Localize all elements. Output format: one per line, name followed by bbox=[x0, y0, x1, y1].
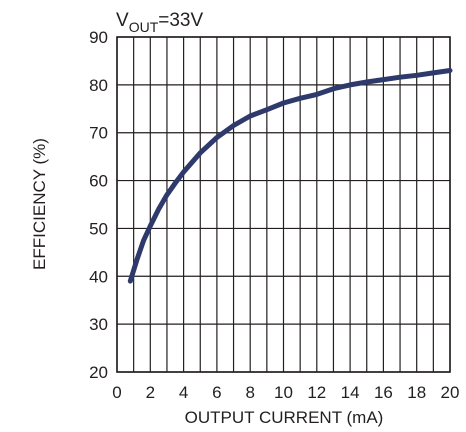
chart-grid bbox=[116, 36, 451, 373]
y-tick-label: 20 bbox=[89, 363, 108, 382]
y-axis-label: EFFICIENCY (%) bbox=[30, 138, 49, 270]
y-tick-label: 50 bbox=[89, 219, 108, 238]
x-tick-label: 10 bbox=[274, 383, 293, 402]
x-tick-label: 4 bbox=[179, 383, 188, 402]
x-tick-label: 14 bbox=[341, 383, 360, 402]
efficiency-curve bbox=[127, 68, 453, 284]
y-tick-label: 70 bbox=[89, 124, 108, 143]
x-tick-label: 6 bbox=[212, 383, 221, 402]
chart-series bbox=[127, 68, 453, 284]
x-tick-label: 20 bbox=[441, 383, 460, 402]
y-tick-labels: 20 30 40 50 60 70 80 90 bbox=[89, 28, 108, 382]
x-axis-label: OUTPUT CURRENT (mA) bbox=[185, 408, 384, 427]
x-tick-label: 16 bbox=[374, 383, 393, 402]
y-tick-label: 90 bbox=[89, 28, 108, 47]
y-tick-label: 30 bbox=[89, 315, 108, 334]
vout-annotation: VOUT=33V bbox=[116, 10, 203, 35]
x-tick-label: 0 bbox=[112, 383, 121, 402]
x-tick-label: 2 bbox=[146, 383, 155, 402]
y-tick-label: 80 bbox=[89, 76, 108, 95]
x-tick-label: 18 bbox=[407, 383, 426, 402]
y-tick-label: 60 bbox=[89, 172, 108, 191]
x-tick-label: 12 bbox=[307, 383, 326, 402]
x-tick-labels: 0 2 4 6 8 10 12 14 16 18 20 bbox=[112, 383, 459, 402]
plot-frame bbox=[116, 36, 451, 373]
y-tick-label: 40 bbox=[89, 267, 108, 286]
x-tick-label: 8 bbox=[245, 383, 254, 402]
